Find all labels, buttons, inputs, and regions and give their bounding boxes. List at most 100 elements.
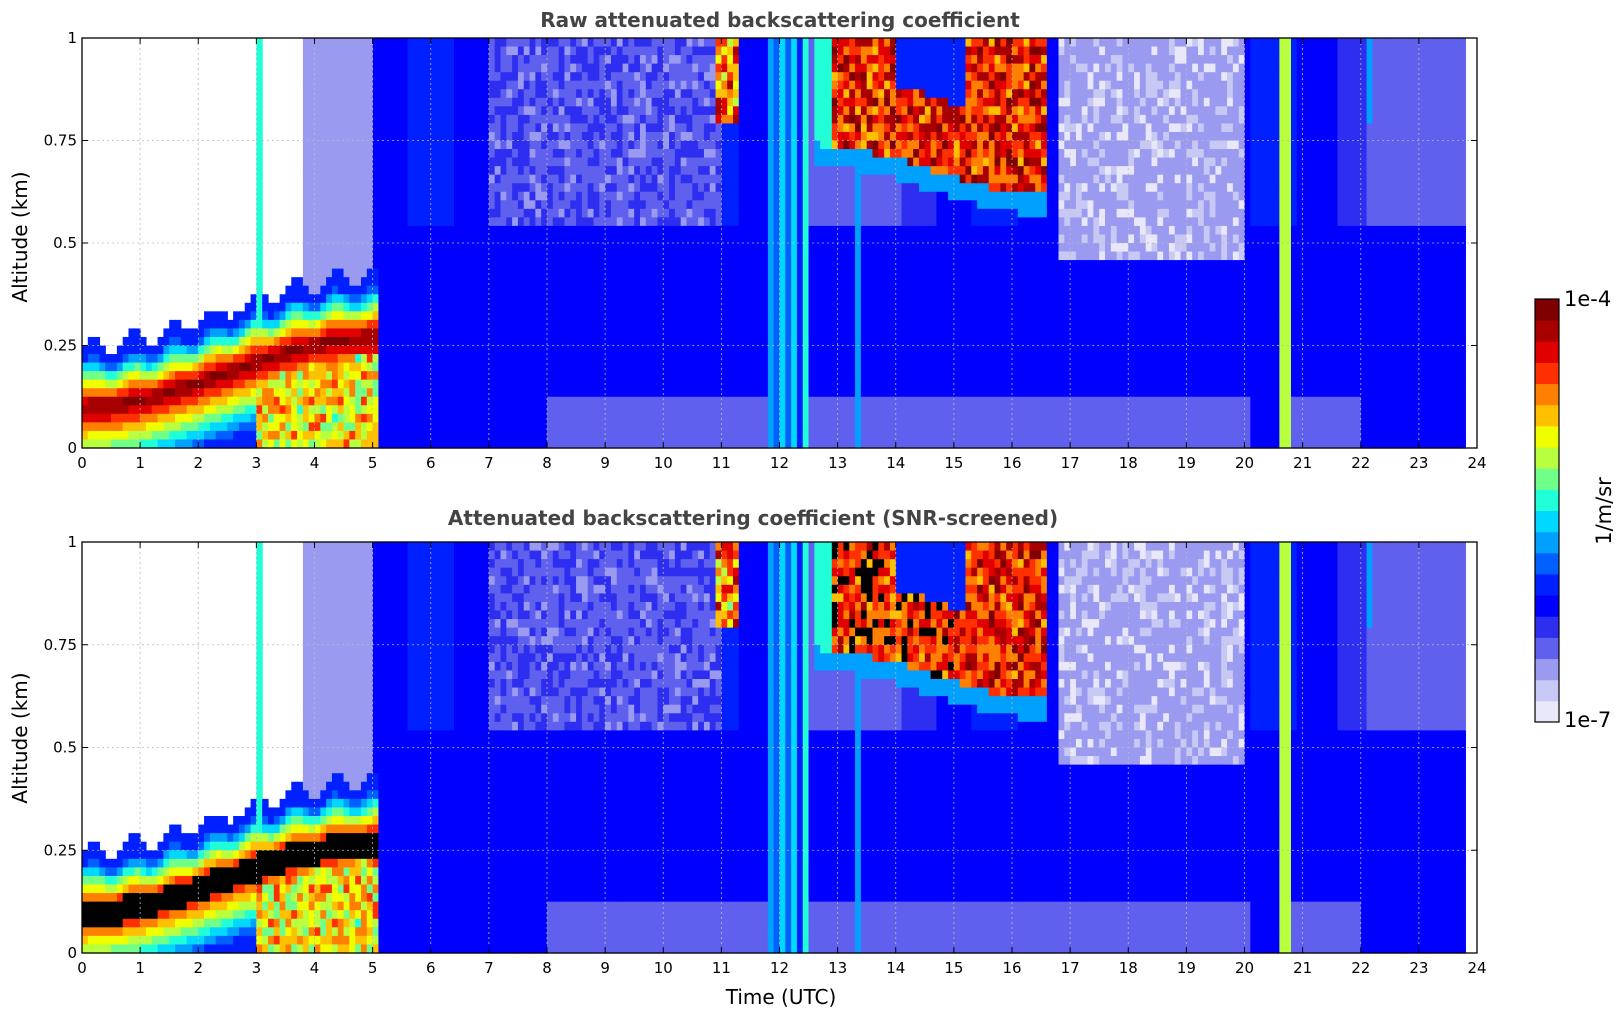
heatmap-cell [494,336,502,347]
heatmap-cell [715,243,722,253]
heatmap-cell [721,396,728,406]
heatmap-cell [628,157,635,167]
heatmap-cell [262,371,269,381]
heatmap-cell [564,430,571,441]
heatmap-cell [221,371,228,381]
heatmap-cell [773,268,781,278]
heatmap-cell [651,97,659,107]
heatmap-cell [314,80,321,90]
heatmap-cell [587,97,595,107]
heatmap-cell [390,405,397,415]
heatmap-cell [738,405,746,415]
heatmap-cell [547,217,554,227]
heatmap-cell [401,72,409,82]
heatmap-cell [831,157,839,167]
heatmap-cell [349,311,356,321]
heatmap-cell [488,388,496,398]
heatmap-cell [802,260,810,270]
heatmap-cell [483,319,490,330]
heatmap-cell [343,319,350,330]
heatmap-cell [570,55,577,65]
heatmap-cell [331,379,339,389]
heatmap-cell [552,294,560,304]
heatmap-cell [593,388,600,398]
heatmap-cell [645,149,653,159]
heatmap-cell [378,149,385,159]
heatmap-cell [767,123,775,133]
heatmap-cell [459,200,467,210]
heatmap-cell [372,345,380,355]
heatmap-cell [703,430,711,441]
heatmap-cell [634,123,641,133]
heatmap-cell [506,268,513,278]
heatmap-cell [471,439,478,449]
heatmap-cell [640,422,647,432]
heatmap-cell [645,336,653,347]
heatmap-cell [552,379,560,389]
heatmap-cell [424,38,432,48]
heatmap-cell [285,439,292,449]
heatmap-cell [791,405,798,415]
heatmap-cell [407,379,414,389]
heatmap-cell [436,294,443,304]
heatmap-cell [355,371,362,381]
heatmap-cell [355,354,362,364]
heatmap-cell [599,362,606,372]
heatmap-cell [273,354,281,364]
heatmap-cell [576,243,583,253]
heatmap-cell [361,114,368,125]
heatmap-cell [424,191,432,201]
heatmap-cell [820,174,827,184]
heatmap-cell [297,311,304,321]
heatmap-cell [488,260,496,270]
heatmap-cell [349,191,356,201]
heatmap-cell [366,405,374,415]
heatmap-cell [610,89,618,99]
heatmap-cell [395,345,403,355]
heatmap-cell [401,422,409,432]
heatmap-cell [238,362,246,372]
heatmap-cell [703,166,711,176]
heatmap-cell [831,89,839,99]
heatmap-cell [802,294,810,304]
heatmap-cell [791,131,798,142]
heatmap-cell [244,430,252,441]
heatmap-cell [204,379,211,389]
heatmap-cell [593,268,600,278]
heatmap-cell [750,277,757,287]
heatmap-cell [831,38,839,48]
heatmap-cell [657,439,664,449]
heatmap-cell [523,260,531,270]
heatmap-cell [796,319,804,330]
heatmap-cell [744,388,752,398]
heatmap-cell [494,123,502,133]
heatmap-cell [361,371,368,381]
heatmap-cell [640,430,647,441]
heatmap-cell [826,362,833,372]
heatmap-cell [448,200,455,210]
heatmap-cell [331,268,339,278]
heatmap-cell [802,123,810,133]
heatmap-cell [535,251,542,261]
heatmap-cell [419,55,426,65]
heatmap-cell [372,183,380,193]
heatmap-cell [372,371,380,381]
heatmap-cell [326,302,333,312]
heatmap-cell [337,191,345,201]
heatmap-cell [198,405,205,415]
heatmap-cell [326,208,333,218]
heatmap-cell [378,106,385,116]
heatmap-cell [756,388,763,398]
heatmap-cell [512,166,519,176]
heatmap-cell [378,217,385,227]
heatmap-cell [663,319,670,330]
heatmap-cell [256,268,263,278]
heatmap-cell [715,354,722,364]
heatmap-cell [651,225,659,236]
heatmap-cell [390,63,397,73]
heatmap-cell [756,285,763,295]
heatmap-cell [87,439,95,449]
heatmap-cell [547,260,554,270]
heatmap-cell [756,268,763,278]
heatmap-cell [448,439,455,449]
